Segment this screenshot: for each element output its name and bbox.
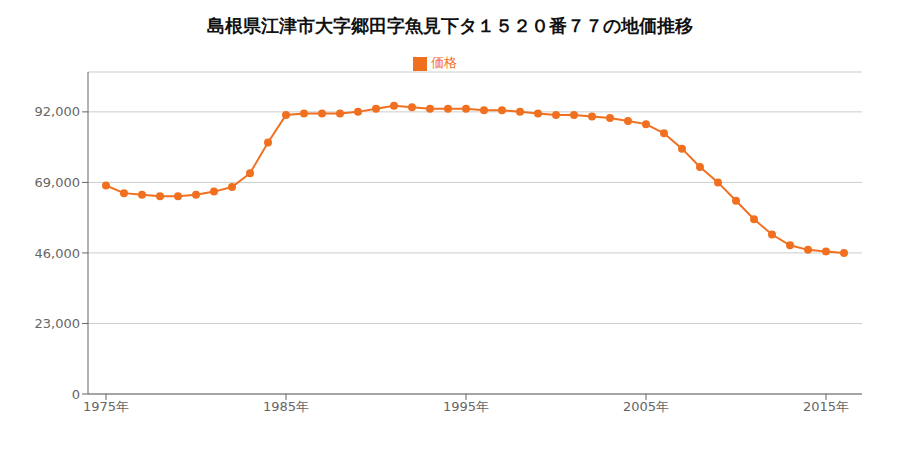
svg-text:1995年: 1995年 [443,399,489,414]
svg-text:1975年: 1975年 [83,399,129,414]
html-text:価格: 価格 [431,55,457,70]
svg-text:0: 0 [72,387,80,402]
html-text:島根県江津市大字郷田字魚見下タ１５２０番７７の地価推移: 島根県江津市大字郷田字魚見下タ１５２０番７７の地価推移 [207,15,693,36]
svg-text:2005年: 2005年 [623,399,669,414]
svg-text:2015年: 2015年 [803,399,849,414]
svg-text:23,000: 23,000 [35,316,81,331]
svg-text:92,000: 92,000 [35,104,81,119]
svg-text:1985年: 1985年 [263,399,309,414]
svg-text:46,000: 46,000 [35,246,81,261]
svg-text:69,000: 69,000 [35,175,81,190]
